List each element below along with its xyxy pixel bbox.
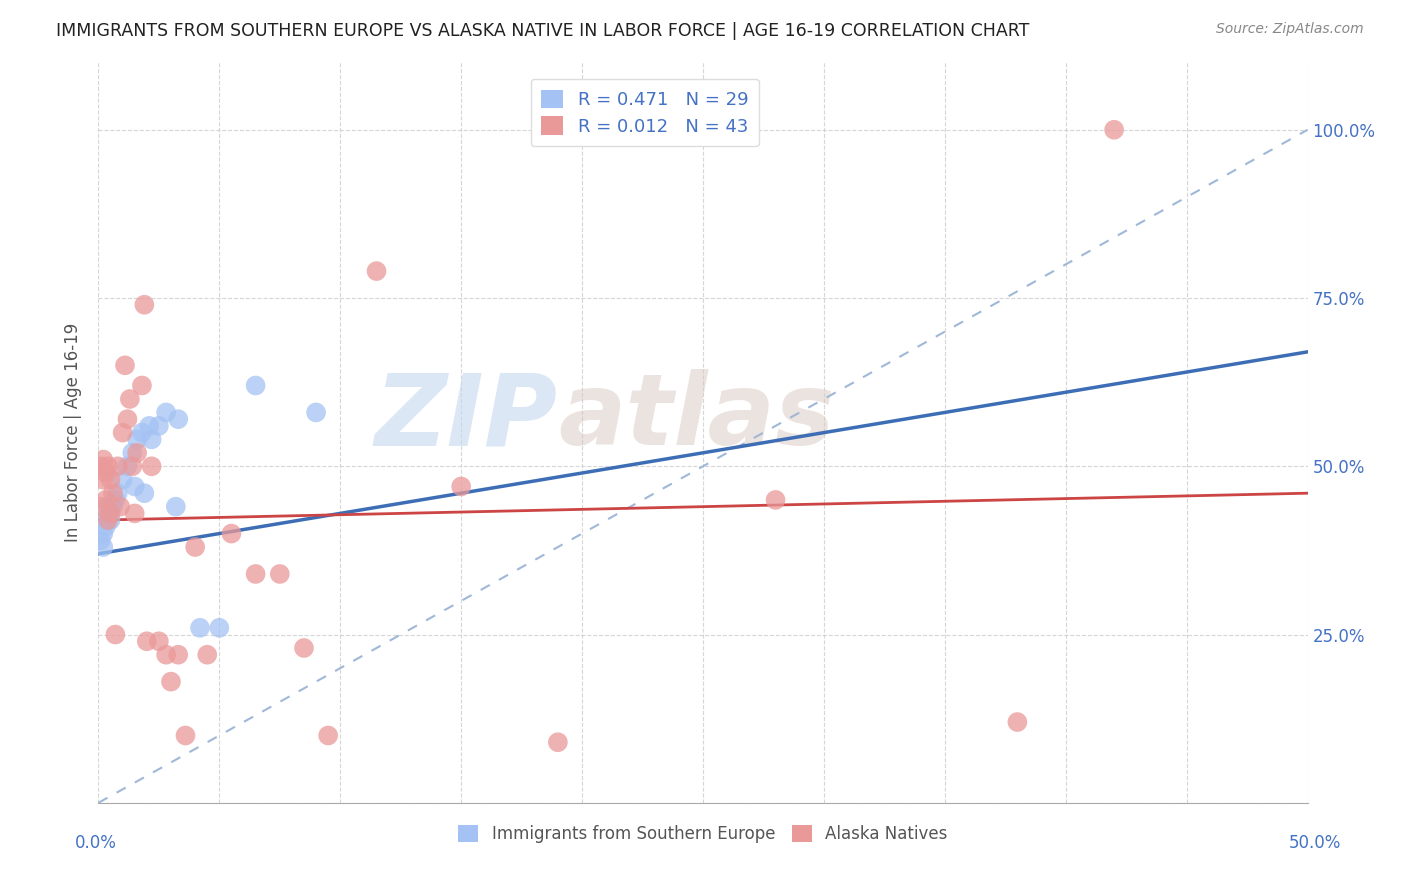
Point	[292, 640, 315, 655]
Point	[117, 412, 139, 426]
Text: ZIP: ZIP	[375, 369, 558, 467]
Point	[167, 412, 190, 426]
Point	[111, 473, 134, 487]
Point	[148, 418, 170, 433]
Point	[208, 621, 231, 635]
Point	[141, 459, 163, 474]
Point	[101, 500, 124, 514]
Point	[124, 479, 146, 493]
Point	[97, 459, 120, 474]
Point	[100, 507, 122, 521]
Point	[184, 540, 207, 554]
Point	[366, 264, 388, 278]
Point	[90, 500, 112, 514]
Point	[160, 674, 183, 689]
Point	[167, 648, 190, 662]
Point	[134, 298, 156, 312]
Point	[174, 729, 197, 743]
Point	[90, 459, 112, 474]
Point	[118, 392, 141, 406]
Point	[127, 446, 149, 460]
Point	[90, 533, 112, 548]
Text: atlas: atlas	[558, 369, 834, 467]
Point	[1102, 122, 1125, 136]
Point	[127, 433, 149, 447]
Point	[100, 513, 122, 527]
Point	[117, 459, 139, 474]
Point	[135, 634, 157, 648]
Point	[91, 540, 114, 554]
Point	[131, 378, 153, 392]
Text: Source: ZipAtlas.com: Source: ZipAtlas.com	[1216, 22, 1364, 37]
Point	[107, 459, 129, 474]
Point	[221, 526, 243, 541]
Point	[121, 459, 143, 474]
Text: 50.0%: 50.0%	[1288, 834, 1341, 852]
Point	[114, 359, 136, 373]
Point	[111, 425, 134, 440]
Point	[765, 492, 787, 507]
Point	[316, 729, 339, 743]
Point	[94, 466, 117, 480]
Point	[97, 513, 120, 527]
Point	[141, 433, 163, 447]
Point	[91, 452, 114, 467]
Point	[188, 621, 211, 635]
Point	[104, 627, 127, 641]
Point	[245, 378, 267, 392]
Point	[131, 425, 153, 440]
Point	[305, 405, 328, 419]
Point	[195, 648, 218, 662]
Text: IMMIGRANTS FROM SOUTHERN EUROPE VS ALASKA NATIVE IN LABOR FORCE | AGE 16-19 CORR: IMMIGRANTS FROM SOUTHERN EUROPE VS ALASK…	[56, 22, 1029, 40]
Point	[269, 566, 291, 581]
Text: 0.0%: 0.0%	[75, 834, 117, 852]
Point	[100, 500, 122, 514]
Point	[1007, 714, 1029, 729]
Point	[245, 566, 267, 581]
Point	[91, 473, 114, 487]
Point	[547, 735, 569, 749]
Point	[148, 634, 170, 648]
Point	[121, 446, 143, 460]
Point	[155, 405, 177, 419]
Point	[97, 507, 120, 521]
Point	[134, 486, 156, 500]
Point	[94, 513, 117, 527]
Y-axis label: In Labor Force | Age 16-19: In Labor Force | Age 16-19	[65, 323, 83, 542]
Point	[94, 520, 117, 534]
Point	[155, 648, 177, 662]
Point	[104, 492, 127, 507]
Point	[94, 492, 117, 507]
Point	[450, 479, 472, 493]
Point	[107, 486, 129, 500]
Point	[108, 500, 131, 514]
Point	[91, 526, 114, 541]
Point	[101, 486, 124, 500]
Point	[97, 500, 120, 514]
Point	[124, 507, 146, 521]
Point	[100, 473, 122, 487]
Legend: Immigrants from Southern Europe, Alaska Natives: Immigrants from Southern Europe, Alaska …	[451, 819, 955, 850]
Point	[138, 418, 160, 433]
Point	[165, 500, 187, 514]
